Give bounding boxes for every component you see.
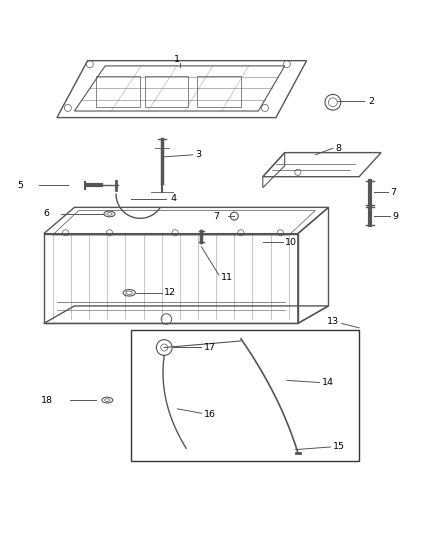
Text: 17: 17 (204, 343, 215, 352)
Text: 7: 7 (213, 212, 219, 221)
Text: 13: 13 (327, 317, 339, 326)
Text: 12: 12 (164, 288, 176, 297)
Text: 11: 11 (221, 273, 233, 282)
Text: 18: 18 (41, 395, 53, 405)
Text: 16: 16 (204, 410, 215, 419)
Text: 10: 10 (285, 238, 297, 247)
Text: 5: 5 (18, 181, 24, 190)
Text: 4: 4 (171, 194, 177, 203)
Text: 8: 8 (335, 144, 341, 153)
Text: 7: 7 (390, 188, 396, 197)
Text: 2: 2 (368, 97, 374, 106)
Text: 15: 15 (333, 442, 345, 451)
Text: 6: 6 (44, 209, 50, 219)
Text: 1: 1 (174, 55, 180, 64)
Text: 3: 3 (195, 150, 201, 159)
Text: 14: 14 (322, 378, 334, 387)
Text: 9: 9 (392, 212, 398, 221)
Bar (131, 330, 359, 462)
